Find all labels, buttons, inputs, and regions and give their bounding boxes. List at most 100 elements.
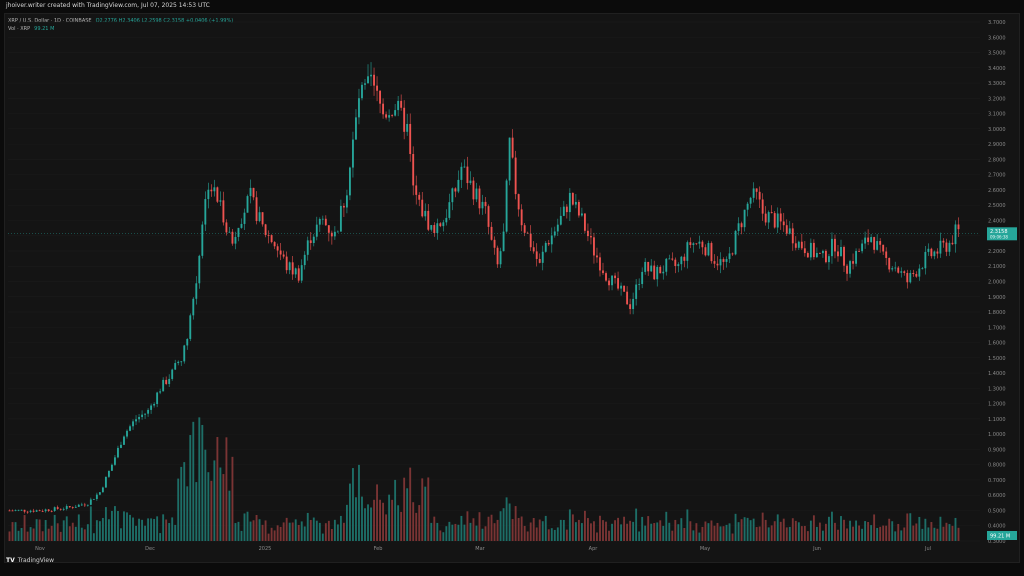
- volume-bar: [511, 519, 514, 541]
- volume-bar: [550, 528, 553, 541]
- volume-bar: [852, 526, 854, 541]
- volume-bar: [225, 437, 228, 541]
- candle-body: [394, 110, 397, 116]
- y-tick-label: 3.6000: [988, 35, 1006, 41]
- candle-body: [623, 285, 626, 292]
- candle-body: [532, 247, 535, 252]
- candle-body: [936, 251, 939, 254]
- candle-body: [716, 263, 719, 266]
- candle-body: [478, 188, 481, 209]
- volume-bar: [41, 531, 44, 541]
- volume-bar: [144, 525, 147, 541]
- candle-body: [258, 212, 261, 221]
- candle-body: [876, 241, 879, 250]
- volume-bar: [309, 519, 312, 541]
- candle-body: [906, 272, 909, 283]
- volume-bar: [680, 518, 683, 541]
- volume-bar: [26, 531, 29, 541]
- volume-bar: [740, 519, 743, 541]
- volume-bar: [806, 531, 809, 541]
- volume-bar: [403, 477, 406, 541]
- y-tick-label: 3.7000: [988, 20, 1006, 26]
- candle-body: [364, 83, 366, 85]
- candle-body: [547, 242, 550, 245]
- volume-bar: [828, 516, 830, 541]
- volume-label[interactable]: Vol · XRP: [8, 26, 31, 32]
- candle-body: [617, 278, 619, 289]
- candle-body: [26, 511, 29, 513]
- candle-body: [927, 248, 930, 252]
- volume-bar: [469, 522, 472, 541]
- chart-frame: [4, 13, 1020, 563]
- x-tick-label: Feb: [374, 546, 383, 552]
- volume-bar: [478, 512, 481, 541]
- volume-bar: [442, 532, 445, 541]
- candle-body: [722, 259, 725, 262]
- candle-body: [445, 217, 448, 223]
- candle-body: [487, 206, 490, 227]
- candle-body: [409, 123, 412, 155]
- volume-bar: [611, 523, 613, 541]
- y-tick-label: 3.2000: [988, 96, 1006, 102]
- candle-body: [457, 179, 460, 192]
- volume-bar: [864, 521, 867, 541]
- candle-body: [144, 413, 147, 415]
- candle-body: [888, 257, 891, 270]
- candle-body: [945, 242, 948, 252]
- volume-bar: [412, 502, 415, 541]
- candle-body: [599, 257, 601, 271]
- candle-body: [713, 261, 716, 264]
- volume-bar: [282, 522, 285, 541]
- volume-bar: [668, 522, 671, 541]
- candle-body: [448, 202, 451, 218]
- volume-bar: [791, 518, 794, 541]
- candle-body: [267, 234, 270, 236]
- candle-body: [731, 253, 734, 255]
- volume-bar: [876, 527, 879, 541]
- candle-body: [626, 291, 629, 305]
- volume-bar: [210, 480, 213, 541]
- volume-bar: [710, 520, 713, 541]
- volume-bar: [409, 467, 412, 541]
- candle-body: [358, 98, 360, 118]
- candle-body: [803, 248, 806, 254]
- candle-body: [770, 212, 773, 214]
- y-tick-label: 1.5000: [988, 356, 1006, 362]
- volume-bar: [912, 525, 915, 541]
- volume-bar: [391, 499, 394, 541]
- volume-bar: [475, 525, 478, 541]
- volume-bar: [481, 528, 484, 541]
- volume-bar: [243, 513, 246, 541]
- candle-body: [520, 209, 523, 226]
- candle-body: [689, 242, 692, 245]
- volume-bar: [957, 527, 960, 541]
- volume-bar: [228, 490, 231, 541]
- y-tick-label: 0.5000: [988, 508, 1006, 514]
- volume-bar: [339, 515, 342, 541]
- volume-bar: [349, 483, 351, 541]
- volume-bar: [216, 437, 219, 541]
- volume-bar: [764, 519, 767, 541]
- volume-bar: [858, 525, 861, 541]
- volume-bar: [565, 529, 568, 541]
- candle-body: [794, 243, 797, 248]
- candle-body: [812, 242, 815, 258]
- candle-body: [611, 275, 613, 286]
- symbol-line[interactable]: XRP / U.S. Dollar · 1D · COINBASE: [8, 18, 92, 24]
- candle-body: [580, 213, 583, 216]
- candle-body: [614, 275, 616, 279]
- y-tick-label: 1.9000: [988, 295, 1006, 301]
- chart-legend: XRP / U.S. Dollar · 1D · COINBASE O2.2776…: [8, 17, 233, 33]
- candle-body: [574, 201, 577, 205]
- candle-body: [571, 192, 574, 205]
- volume-bar: [147, 518, 150, 541]
- candle-body: [442, 222, 445, 227]
- x-tick-label: Jul: [924, 546, 931, 552]
- candle-body: [297, 268, 300, 281]
- volume-bar: [614, 520, 616, 541]
- x-tick-label: 2025: [259, 546, 272, 552]
- volume-bar: [129, 514, 131, 541]
- volume-bar: [364, 508, 366, 541]
- volume-bar: [65, 516, 68, 541]
